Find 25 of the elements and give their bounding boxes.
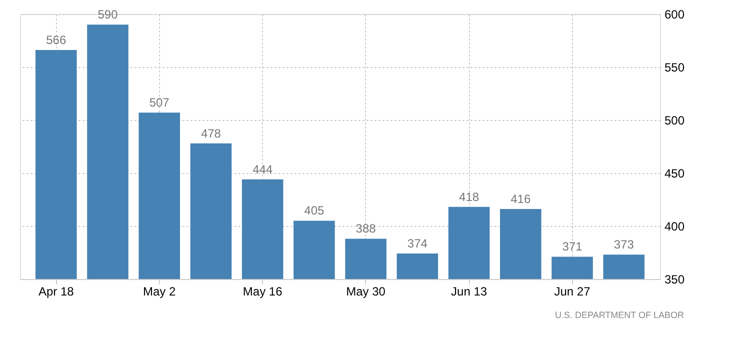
data-label: 388 bbox=[356, 222, 376, 236]
x-tick-label: May 30 bbox=[346, 284, 386, 298]
data-label: 371 bbox=[562, 240, 583, 254]
y-tick-label: 350 bbox=[664, 272, 685, 286]
data-label: 416 bbox=[510, 192, 531, 206]
text: U.S. DEPARTMENT OF LABOR bbox=[554, 310, 685, 320]
x-tick-label: Apr 18 bbox=[38, 284, 74, 298]
y-tick-label: 550 bbox=[664, 60, 685, 74]
x-tick-label: May 16 bbox=[242, 284, 283, 298]
data-label: 590 bbox=[98, 8, 118, 22]
y-tick-label: 450 bbox=[664, 166, 685, 180]
data-label: 373 bbox=[614, 238, 634, 252]
y-tick-label: 400 bbox=[664, 220, 685, 234]
data-label: 507 bbox=[149, 96, 170, 110]
data-label: 405 bbox=[304, 204, 325, 218]
y-tick-label: 500 bbox=[664, 114, 685, 128]
data-label: 374 bbox=[407, 236, 428, 251]
data-label: 478 bbox=[200, 126, 222, 140]
data-label: 566 bbox=[46, 33, 66, 48]
data-label: 444 bbox=[252, 162, 273, 176]
y-tick-label: 600 bbox=[664, 8, 685, 22]
x-tick-label: May 2 bbox=[143, 284, 176, 298]
x-tick-label: Jun 27 bbox=[554, 284, 591, 298]
x-tick-label: Jun 13 bbox=[451, 284, 488, 298]
data-label: 418 bbox=[459, 190, 480, 204]
